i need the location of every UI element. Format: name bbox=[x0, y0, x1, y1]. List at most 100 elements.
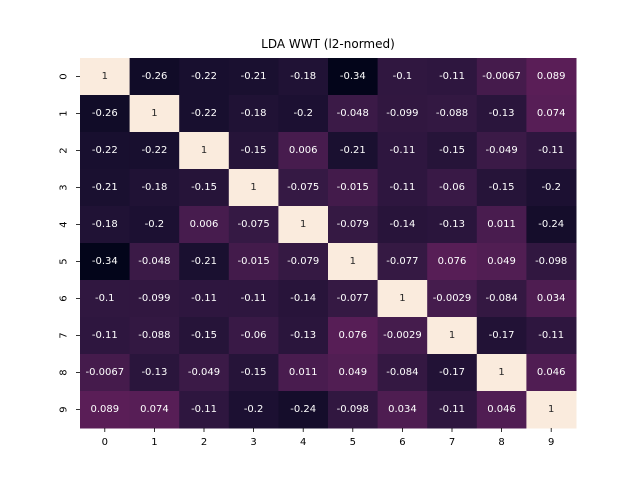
heatmap-cell bbox=[427, 58, 478, 96]
cell-value-label: -0.11 bbox=[439, 404, 465, 415]
heatmap-cell bbox=[377, 391, 428, 429]
heatmap-cell bbox=[328, 280, 379, 318]
cell-value-label: -0.049 bbox=[188, 367, 220, 378]
x-tick-label: 9 bbox=[548, 437, 554, 448]
cell-value-label: -0.098 bbox=[337, 404, 369, 415]
y-tick-label: 2 bbox=[59, 147, 70, 153]
cell-value-label: -0.084 bbox=[386, 367, 418, 378]
cell-value-label: 0.046 bbox=[537, 367, 566, 378]
cell-value-label: -0.06 bbox=[241, 330, 267, 341]
cell-value-label: 1 bbox=[151, 108, 157, 119]
cell-value-label: -0.34 bbox=[340, 71, 366, 82]
cell-value-label: -0.077 bbox=[386, 256, 418, 267]
y-tick-label: 6 bbox=[59, 295, 70, 301]
cell-value-label: -0.098 bbox=[535, 256, 567, 267]
heatmap-cell bbox=[80, 354, 131, 392]
cell-value-label: -0.079 bbox=[337, 219, 369, 230]
cell-value-label: 0.011 bbox=[487, 219, 516, 230]
cell-value-label: -0.11 bbox=[191, 293, 217, 304]
y-axis: 0 1 2 3 4 5 6 7 8 9 bbox=[59, 73, 80, 413]
cell-value-label: -0.15 bbox=[241, 367, 267, 378]
heatmap-cell bbox=[278, 354, 329, 392]
heatmap-cell bbox=[476, 132, 527, 170]
cell-value-label: -0.21 bbox=[241, 71, 267, 82]
cell-value-label: -0.11 bbox=[389, 145, 415, 156]
heatmap-cell bbox=[179, 354, 230, 392]
cell-value-label: -0.1 bbox=[95, 293, 115, 304]
heatmap-cell bbox=[228, 391, 279, 429]
cell-value-label: 1 bbox=[449, 330, 455, 341]
heatmap-cell bbox=[228, 58, 279, 96]
cell-value-label: -0.17 bbox=[489, 330, 515, 341]
cell-value-label: 0.076 bbox=[438, 256, 467, 267]
cell-value-label: -0.11 bbox=[538, 145, 564, 156]
cell-value-label: -0.26 bbox=[92, 108, 118, 119]
cell-value-label: -0.015 bbox=[337, 182, 369, 193]
heatmap-cell bbox=[427, 243, 478, 281]
heatmap-cell bbox=[377, 280, 428, 318]
heatmap-cell bbox=[377, 132, 428, 170]
heatmap-cell bbox=[328, 317, 379, 355]
cell-value-label: -0.13 bbox=[290, 330, 316, 341]
y-tick-label: 5 bbox=[59, 258, 70, 264]
heatmap-cell bbox=[328, 391, 379, 429]
heatmap-cell bbox=[80, 169, 131, 207]
heatmap-cell bbox=[328, 169, 379, 207]
cell-value-label: 1 bbox=[548, 404, 554, 415]
cell-value-label: -0.17 bbox=[439, 367, 465, 378]
heatmap-cell bbox=[427, 169, 478, 207]
heatmap-cell bbox=[80, 391, 131, 429]
cell-value-label: 0.074 bbox=[537, 108, 566, 119]
heatmap-cell bbox=[278, 58, 329, 96]
heatmap-cell bbox=[526, 280, 577, 318]
heatmap-cell bbox=[129, 132, 180, 170]
cell-value-label: 1 bbox=[350, 256, 356, 267]
heatmap-cell bbox=[427, 206, 478, 244]
cell-value-label: 1 bbox=[102, 71, 108, 82]
heatmap-cell bbox=[476, 317, 527, 355]
heatmap-cell bbox=[526, 317, 577, 355]
x-tick-label: 5 bbox=[350, 437, 356, 448]
heatmap-cell bbox=[80, 317, 131, 355]
chart-title: LDA WWT (l2-normed) bbox=[261, 37, 395, 51]
heatmap-cell bbox=[80, 206, 131, 244]
cell-value-label: -0.21 bbox=[191, 256, 217, 267]
heatmap-cell bbox=[476, 391, 527, 429]
cell-value-label: -0.2 bbox=[541, 182, 561, 193]
heatmap-cell bbox=[129, 169, 180, 207]
cell-value-label: -0.088 bbox=[138, 330, 170, 341]
cell-value-label: 0.034 bbox=[388, 404, 417, 415]
heatmap-cell bbox=[129, 243, 180, 281]
cell-value-label: -0.11 bbox=[191, 404, 217, 415]
y-tick-label: 4 bbox=[59, 221, 70, 227]
heatmap-cell bbox=[476, 169, 527, 207]
cell-value-label: -0.075 bbox=[237, 219, 269, 230]
cell-value-label: 1 bbox=[498, 367, 504, 378]
heatmap-cell bbox=[476, 206, 527, 244]
cell-value-label: -0.21 bbox=[92, 182, 118, 193]
cell-value-label: -0.11 bbox=[92, 330, 118, 341]
cell-value-label: 0.006 bbox=[190, 219, 219, 230]
heatmap-cell bbox=[526, 354, 577, 392]
heatmap-cell bbox=[377, 317, 428, 355]
heatmap-cell bbox=[278, 391, 329, 429]
heatmap-cell bbox=[377, 243, 428, 281]
cell-value-label: -0.13 bbox=[439, 219, 465, 230]
cell-value-label: -0.15 bbox=[439, 145, 465, 156]
heatmap-cell bbox=[179, 317, 230, 355]
cell-value-label: -0.1 bbox=[393, 71, 413, 82]
heatmap-cell bbox=[278, 280, 329, 318]
cell-value-label: -0.34 bbox=[92, 256, 118, 267]
y-tick-label: 1 bbox=[59, 110, 70, 116]
cell-value-label: 0.089 bbox=[90, 404, 119, 415]
cell-value-label: -0.015 bbox=[237, 256, 269, 267]
heatmap-cell bbox=[129, 317, 180, 355]
cell-value-label: -0.24 bbox=[538, 219, 564, 230]
cell-value-label: 0.074 bbox=[140, 404, 169, 415]
cell-value-label: -0.11 bbox=[439, 71, 465, 82]
cell-value-label: -0.088 bbox=[436, 108, 468, 119]
heatmap-cell bbox=[377, 169, 428, 207]
heatmap-cell bbox=[129, 58, 180, 96]
cell-value-label: 1 bbox=[399, 293, 405, 304]
x-tick-label: 2 bbox=[201, 437, 207, 448]
